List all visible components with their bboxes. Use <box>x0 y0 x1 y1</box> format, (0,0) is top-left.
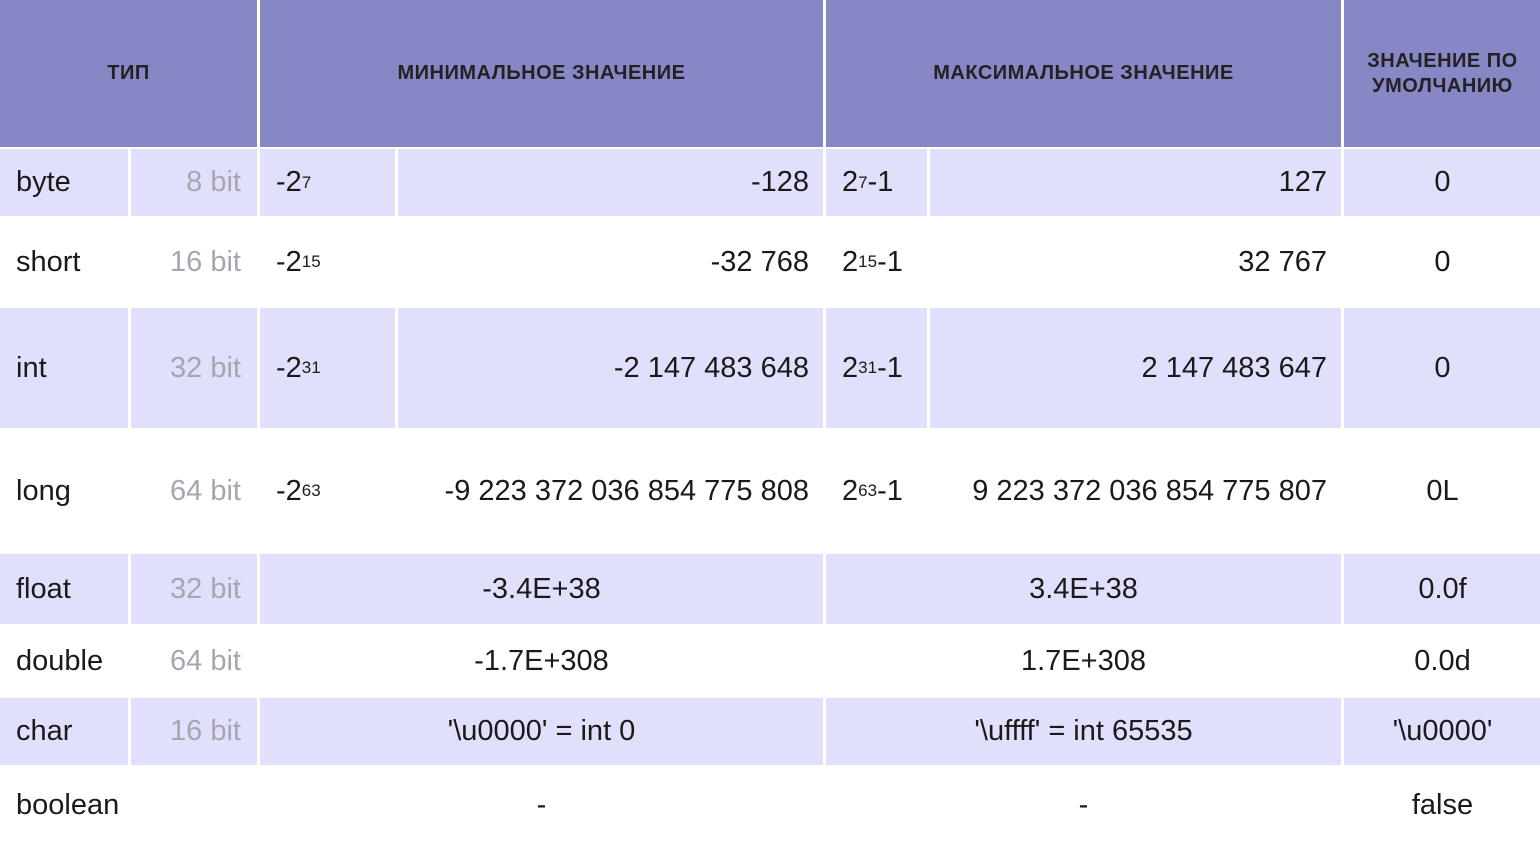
type-name: boolean <box>16 789 120 821</box>
default-value: '\u0000' <box>1344 698 1540 765</box>
min-base: -2 <box>276 474 302 507</box>
min-value: -32 768 <box>710 245 809 278</box>
type-name: float <box>0 554 128 624</box>
max-exponent: 2 15 -1 <box>842 245 903 278</box>
type-bits: 32 bit <box>131 554 257 624</box>
min-value: -2 147 483 648 <box>398 308 823 428</box>
default-value: 0 <box>1344 149 1540 216</box>
max-exponent: 2 63 -1 <box>842 474 903 507</box>
type-name: int <box>0 308 128 428</box>
max-value: 127 <box>930 149 1341 216</box>
type-name: double <box>16 644 104 677</box>
max-value: 2 147 483 647 <box>930 308 1341 428</box>
min-value: -128 <box>398 149 823 216</box>
min-value: -3.4E+38 <box>260 554 823 624</box>
max-base: 2 <box>842 474 859 507</box>
type-bits <box>131 767 257 844</box>
max-base: 2 <box>842 351 859 384</box>
type-bits: 32 bit <box>131 308 257 428</box>
type-bits: 64 bit <box>170 474 241 507</box>
min-value: - <box>536 789 547 821</box>
default-value: 0.0f <box>1344 554 1540 624</box>
type-bits: 16 bit <box>170 245 241 278</box>
min-value: -1.7E+308 <box>474 644 609 677</box>
type-bits: 8 bit <box>131 149 257 216</box>
max-suffix: -1 <box>877 474 903 507</box>
max-base: 2 <box>842 166 859 198</box>
min-exponent: -2 31 <box>260 308 395 428</box>
default-value: 0L <box>1426 474 1459 507</box>
header-default: ЗНАЧЕНИЕ ПО УМОЛЧАНИЮ <box>1344 0 1540 147</box>
max-suffix: -1 <box>867 166 894 198</box>
max-value: 9 223 372 036 854 775 807 <box>972 474 1327 507</box>
min-base: -2 <box>276 351 302 384</box>
max-value: 1.7E+308 <box>1021 644 1146 677</box>
type-name: short <box>16 245 81 278</box>
header-min: МИНИМАЛЬНОЕ ЗНАЧЕНИЕ <box>260 0 823 147</box>
header-max: МАКСИМАЛЬНОЕ ЗНАЧЕНИЕ <box>826 0 1341 147</box>
max-value: 3.4E+38 <box>826 554 1341 624</box>
type-name: byte <box>0 149 128 216</box>
min-exponent: -2 15 <box>276 245 321 278</box>
min-value: '\u0000' = int 0 <box>260 698 823 765</box>
type-name: long <box>16 474 71 507</box>
min-base: -2 <box>276 245 302 278</box>
default-value: 0 <box>1434 245 1451 278</box>
header-type: ТИП <box>0 0 257 147</box>
default-value: 0.0d <box>1414 644 1471 677</box>
min-exponent: -2 7 <box>260 149 395 216</box>
max-base: 2 <box>842 245 859 278</box>
max-exponent: 2 7 -1 <box>826 149 927 216</box>
max-exponent: 2 31 -1 <box>826 308 927 428</box>
type-bits: 16 bit <box>131 698 257 765</box>
max-suffix: -1 <box>877 245 903 278</box>
type-name: char <box>0 698 128 765</box>
max-suffix: -1 <box>877 351 903 384</box>
min-value: -9 223 372 036 854 775 808 <box>444 474 809 507</box>
max-value: '\uffff' = int 65535 <box>826 698 1341 765</box>
max-value: - <box>1078 789 1089 821</box>
min-base: -2 <box>276 166 302 198</box>
default-value: false <box>1411 789 1474 821</box>
max-value: 32 767 <box>1238 245 1327 278</box>
min-exponent: -2 63 <box>276 474 321 507</box>
type-bits: 64 bit <box>170 644 241 677</box>
default-value: 0 <box>1344 308 1540 428</box>
